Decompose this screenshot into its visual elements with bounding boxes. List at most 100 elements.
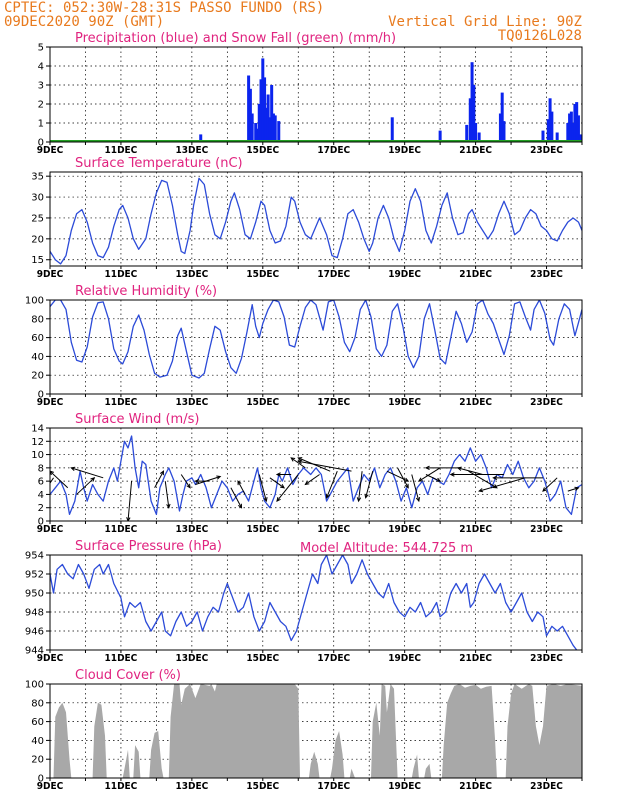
ytick-label: 5: [38, 43, 44, 54]
precip-bar: [472, 85, 476, 142]
panel-title: Cloud Cover (%): [75, 668, 181, 683]
ytick-label: 80: [31, 698, 44, 709]
xtick-label: 15DEC: [246, 397, 279, 408]
panel-frame: [49, 299, 583, 395]
wind-vector: [237, 480, 246, 495]
precip-bar: [257, 104, 261, 142]
xtick-label: 17DEC: [317, 397, 350, 408]
precip-bar: [541, 130, 545, 142]
ytick-label: 952: [25, 570, 44, 581]
wind-vector: [356, 471, 363, 503]
xtick-label: 21DEC: [459, 145, 492, 156]
panel-title: Precipitation (blue) and Snow Fall (gree…: [75, 31, 396, 46]
precip-bar: [465, 124, 469, 142]
wind-vector: [424, 465, 458, 471]
ytick-label: 8: [38, 463, 44, 474]
precip-bar: [498, 113, 502, 142]
xtick-label: 17DEC: [317, 524, 350, 535]
wind-vector: [154, 470, 165, 489]
pressure-line: [50, 555, 578, 650]
xtick-label: 21DEC: [459, 524, 492, 535]
precip-bar: [470, 62, 474, 142]
wind-vector: [126, 481, 133, 521]
xtick-label: 9DEC: [37, 653, 64, 664]
xtick-label: 19DEC: [388, 145, 421, 156]
precip-bar: [273, 115, 277, 142]
ytick-label: 0: [38, 517, 44, 528]
panel-title: Surface Pressure (hPa): [75, 539, 222, 554]
precip-bar: [271, 113, 275, 142]
xtick-label: 17DEC: [317, 145, 350, 156]
ytick-label: 25: [31, 213, 44, 224]
precip-bar: [546, 119, 550, 142]
wind-vector: [50, 470, 69, 489]
panel-precip: 0 1 2 3 4 5 9DEC 11DEC 13DEC 15DEC 17DEC 19DEC 21DEC…: [37, 31, 583, 156]
precip-bar: [571, 123, 575, 142]
precip-bar: [550, 111, 554, 142]
panel-frame: [49, 171, 583, 267]
wind-vector: [492, 475, 543, 481]
xtick-label: 23DEC: [530, 781, 563, 792]
xtick-label: 9DEC: [37, 269, 64, 280]
ytick-label: 2: [38, 503, 44, 514]
panel-wind: 0 2 4 6 8 10 12 14 9DEC 11DEC 13DEC 15DEC 17DEC 19DEC…: [31, 412, 583, 535]
panel-frame: [49, 554, 583, 651]
wind-vector: [70, 466, 104, 479]
precip-bar: [250, 113, 254, 142]
wind-vector: [456, 466, 483, 475]
xtick-label: 15DEC: [246, 145, 279, 156]
wind-vector: [269, 477, 286, 489]
xtick-label: 9DEC: [37, 397, 64, 408]
precip-bar: [263, 77, 267, 142]
precip-bar: [438, 130, 442, 142]
model-altitude: Model Altitude: 544.725 m: [300, 541, 473, 556]
ytick-label: 20: [31, 371, 44, 382]
wind-vector: [364, 471, 374, 499]
ytick-label: 60: [31, 717, 44, 728]
wind-vector: [180, 474, 191, 489]
wind-vector: [230, 487, 243, 509]
wind-vector: [195, 475, 222, 485]
panel-title: Surface Wind (m/s): [75, 412, 199, 427]
wind-vector: [386, 470, 410, 482]
xtick-label: 17DEC: [317, 781, 350, 792]
wind-vector: [411, 474, 421, 503]
wind-vector: [297, 459, 352, 472]
ytick-label: 35: [31, 172, 44, 183]
panel-temperature: 15 20 25 30 35 9DEC 11DEC 13DEC 15DEC 17DEC 19DEC 2…: [31, 156, 583, 280]
precip-bar: [199, 134, 203, 142]
xtick-label: 17DEC: [317, 269, 350, 280]
precip-bar: [555, 132, 559, 142]
wind-vector: [276, 474, 299, 502]
precip-bar: [270, 85, 274, 142]
precip-bar: [474, 123, 478, 142]
wind-vector: [164, 481, 171, 509]
xtick-label: 23DEC: [530, 653, 563, 664]
precip-bar: [502, 121, 506, 142]
precip-bar: [264, 107, 268, 142]
wind-vector: [290, 457, 306, 469]
ytick-label: 1: [38, 119, 44, 130]
ytick-label: 40: [31, 352, 44, 363]
ytick-label: 100: [25, 680, 44, 691]
ytick-label: 60: [31, 333, 44, 344]
xtick-label: 9DEC: [37, 145, 64, 156]
xtick-label: 21DEC: [459, 269, 492, 280]
panel-title: Surface Temperature (nC): [75, 156, 243, 171]
xtick-label: 21DEC: [459, 653, 492, 664]
panel-frame: [49, 427, 583, 522]
precip-bar: [277, 121, 281, 142]
temperature-line: [50, 177, 582, 265]
xtick-label: 13DEC: [175, 653, 208, 664]
xtick-label: 19DEC: [388, 653, 421, 664]
wind-vector: [258, 474, 268, 503]
xtick-label: 19DEC: [388, 524, 421, 535]
ytick-label: 80: [31, 314, 44, 325]
xtick-label: 11DEC: [105, 524, 138, 535]
humidity-line: [50, 300, 582, 379]
wind-vector: [304, 474, 320, 486]
precip-bar: [266, 94, 270, 142]
ytick-label: 0: [38, 390, 44, 401]
precip-bar: [566, 123, 570, 142]
